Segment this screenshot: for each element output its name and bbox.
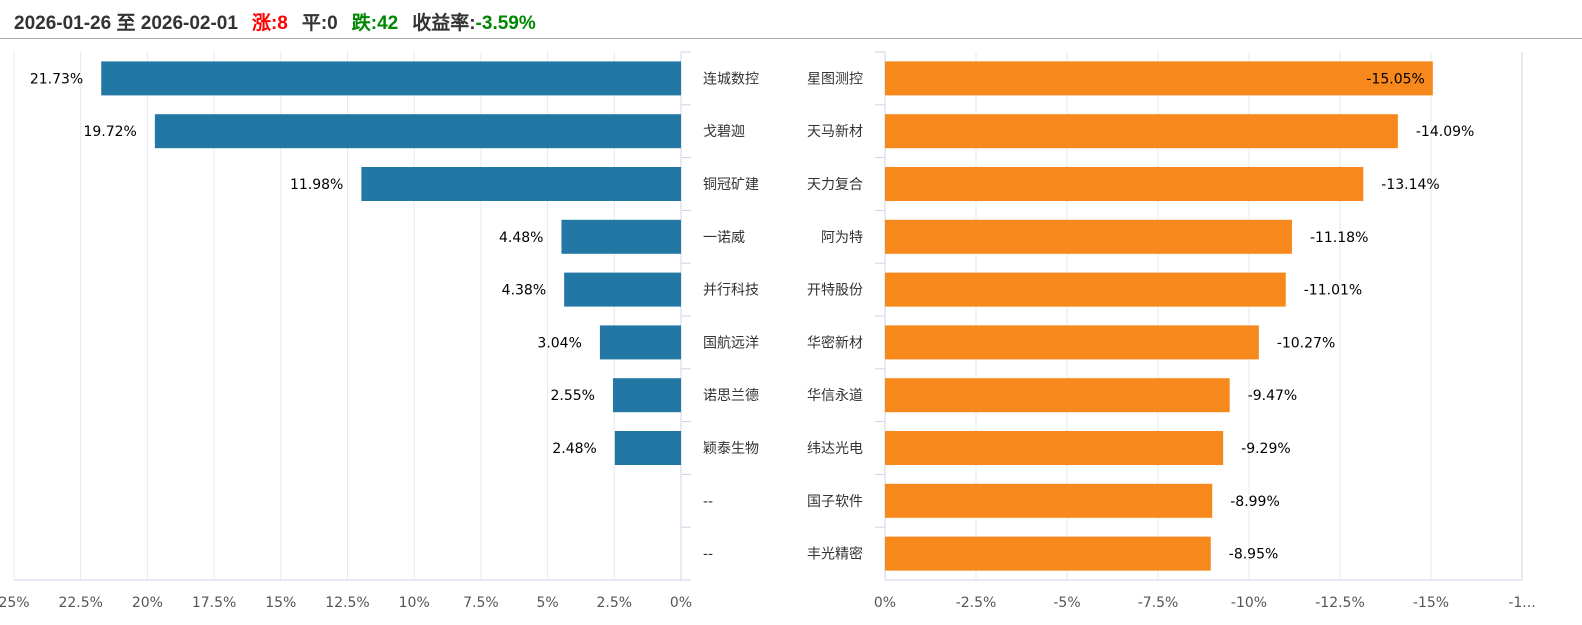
category-label: 开特股份 xyxy=(807,283,863,299)
data-label: 2.55% xyxy=(550,388,594,404)
data-label: 11.98% xyxy=(290,177,343,193)
x-tick-label: -1... xyxy=(1508,595,1535,611)
data-label: -14.09% xyxy=(1416,124,1474,140)
category-label: 星图测控 xyxy=(807,71,863,87)
x-tick-label: -7.5% xyxy=(1138,595,1179,611)
category-label: 纬达光电 xyxy=(807,441,863,457)
x-tick-label: 7.5% xyxy=(463,595,499,611)
data-label: -9.47% xyxy=(1248,388,1298,404)
x-tick-label: 0% xyxy=(874,595,896,611)
data-label: 4.48% xyxy=(499,230,543,246)
gain-bar xyxy=(361,167,681,201)
x-tick-label: -15% xyxy=(1413,595,1449,611)
loss-bar xyxy=(885,114,1398,149)
flat-count: 平:0 xyxy=(301,13,338,34)
data-label: 19.72% xyxy=(83,124,136,140)
data-label: -8.95% xyxy=(1229,547,1279,563)
x-tick-label: -10% xyxy=(1231,595,1267,611)
data-label: -11.01% xyxy=(1304,283,1362,299)
gain-bar xyxy=(101,61,682,96)
data-label: 2.48% xyxy=(552,441,596,457)
x-tick-label: -5% xyxy=(1053,595,1080,611)
loss-bar xyxy=(885,378,1230,413)
category-label: 华密新材 xyxy=(807,334,863,351)
x-tick-label: 10% xyxy=(399,595,430,611)
gain-bar xyxy=(561,219,681,254)
gain-bar xyxy=(614,431,681,465)
data-label: -8.99% xyxy=(1230,494,1280,510)
category-label: 颖泰生物 xyxy=(703,441,759,457)
data-label: 4.38% xyxy=(502,283,546,299)
loss-bar xyxy=(885,219,1292,254)
data-label: -15.05% xyxy=(1366,71,1424,87)
x-tick-label: 12.5% xyxy=(325,595,369,611)
category-label: 一诺威 xyxy=(703,230,745,246)
category-label: 阿为特 xyxy=(821,230,863,246)
category-label: 诺思兰德 xyxy=(703,388,759,404)
data-label: -11.18% xyxy=(1310,230,1368,246)
category-label: -- xyxy=(703,494,713,510)
summary-header: 2026-01-26 至 2026-02-01 涨:8 平:0 跌:42 收益率:-3.… xyxy=(14,8,550,36)
data-label: 21.73% xyxy=(30,71,83,87)
x-tick-label: 17.5% xyxy=(192,595,236,611)
category-label: 并行科技 xyxy=(703,283,759,299)
header-divider xyxy=(0,38,1582,39)
data-label: -9.29% xyxy=(1241,441,1291,457)
return-rate: 收益率:-3.59% xyxy=(412,13,536,34)
loss-bar xyxy=(885,483,1213,518)
x-tick-label: 15% xyxy=(265,595,296,611)
data-label: 3.04% xyxy=(537,335,581,351)
loss-bar xyxy=(885,325,1259,360)
data-label: -13.14% xyxy=(1381,177,1439,193)
x-tick-label: 25% xyxy=(0,595,30,611)
x-tick-label: 20% xyxy=(132,595,163,611)
category-label: 丰光精密 xyxy=(807,546,863,563)
x-tick-label: 0% xyxy=(670,595,692,611)
gain-bar xyxy=(599,325,681,360)
gain-bar xyxy=(564,272,681,307)
loss-bar xyxy=(885,167,1364,201)
category-label: 天力复合 xyxy=(807,176,863,193)
category-label: 戈碧迦 xyxy=(703,124,745,140)
loss-bar xyxy=(885,431,1224,465)
category-label: 天马新材 xyxy=(807,124,863,140)
down-count: 跌:42 xyxy=(351,13,399,34)
x-tick-label: -12.5% xyxy=(1315,595,1365,611)
x-tick-label: -2.5% xyxy=(956,595,997,611)
category-label: 连城数控 xyxy=(703,71,759,87)
category-label: 铜冠矿建 xyxy=(703,177,759,193)
gain-bar xyxy=(154,114,681,149)
category-label: 华信永道 xyxy=(807,388,863,404)
loss-bar xyxy=(885,536,1211,571)
category-label: 国航远洋 xyxy=(703,335,759,351)
data-label: -10.27% xyxy=(1277,335,1335,351)
up-count: 涨:8 xyxy=(251,13,288,34)
category-label: 国子软件 xyxy=(807,494,863,510)
x-tick-label: 5% xyxy=(536,595,558,611)
x-tick-label: 22.5% xyxy=(58,595,102,611)
date-range: 2026-01-26 至 2026-02-01 xyxy=(14,13,238,34)
gain-bar xyxy=(612,378,681,413)
x-tick-label: 2.5% xyxy=(597,595,633,611)
loss-bar xyxy=(885,272,1286,307)
loss-bar xyxy=(885,61,1433,96)
category-label: -- xyxy=(703,547,713,563)
